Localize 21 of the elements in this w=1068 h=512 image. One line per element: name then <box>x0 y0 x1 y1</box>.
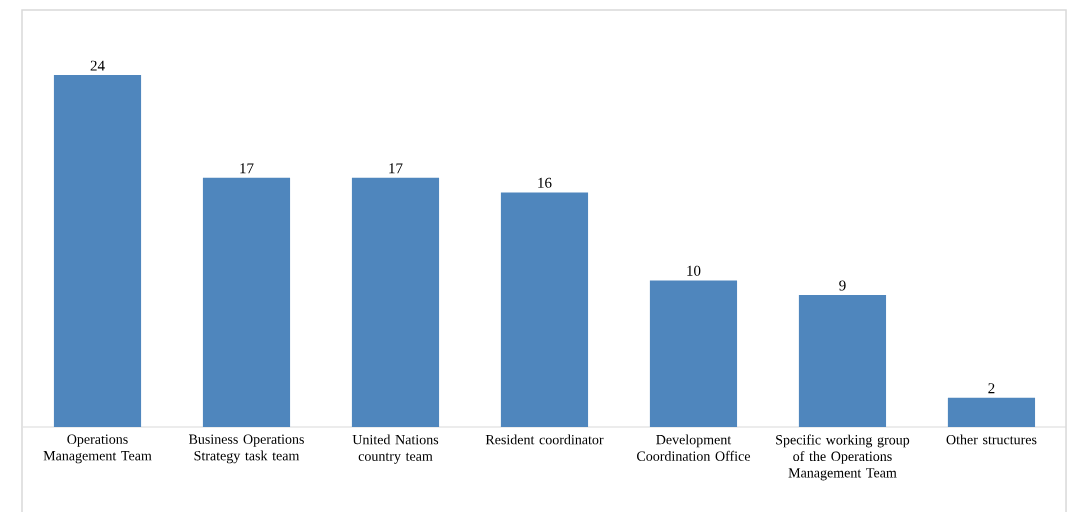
bar <box>202 177 291 427</box>
bar <box>947 397 1036 427</box>
data-label: 2 <box>988 383 995 394</box>
data-label: 24 <box>90 60 105 71</box>
data-label: 9 <box>839 280 846 291</box>
x-tick-label: Development Coordination Office <box>637 434 751 461</box>
data-label: 17 <box>240 163 254 174</box>
bar <box>649 280 738 427</box>
x-tick-label: Other structures <box>946 434 1037 445</box>
x-tick-label: Specific working group of the Operations Management Team <box>776 434 910 481</box>
bar <box>798 295 887 427</box>
data-label: 10 <box>687 265 701 276</box>
bar <box>500 192 589 427</box>
bar <box>351 177 440 427</box>
x-tick-label: Operations Management Team <box>43 434 152 464</box>
x-tick-label: Business Operations Strategy task team <box>188 434 304 464</box>
x-tick-label: Resident coordinator <box>485 434 604 445</box>
bar <box>53 75 142 427</box>
data-label: 17 <box>389 163 403 174</box>
data-label: 16 <box>538 177 552 188</box>
x-tick-label: United Nations country team <box>352 434 439 464</box>
